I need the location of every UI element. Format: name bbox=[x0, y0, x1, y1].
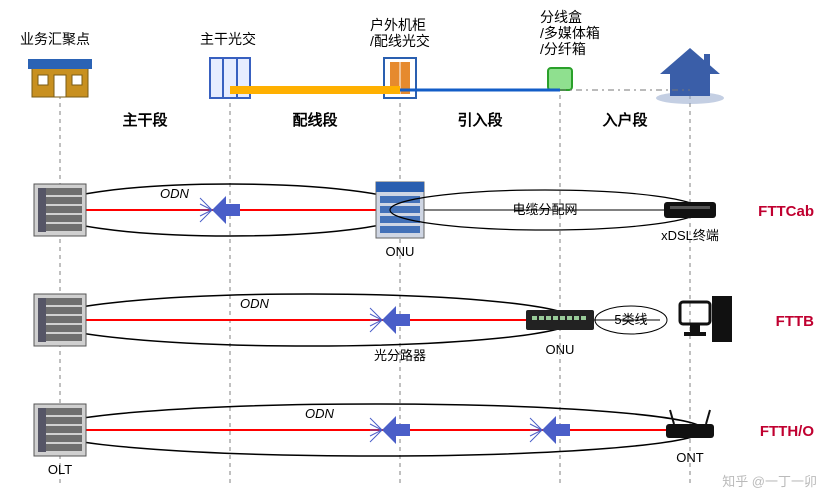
seg-drop-label: 入户段 bbox=[602, 111, 647, 129]
splitter-label: 光分路器 bbox=[374, 348, 426, 363]
splitter-icon bbox=[530, 416, 570, 444]
watermark: 知乎 @一丁一卯 bbox=[722, 474, 817, 489]
splitter-icon bbox=[370, 306, 410, 334]
seg-dist-label: 配线段 bbox=[292, 111, 337, 129]
ont-device bbox=[666, 410, 714, 438]
olt-device bbox=[34, 294, 86, 346]
label-trunk-cross: 主干光交 bbox=[200, 31, 256, 47]
cable-dist-label: 电缆分配网 bbox=[512, 202, 577, 217]
odn-label: ODN bbox=[240, 296, 270, 311]
ont-label: ONT bbox=[676, 450, 704, 465]
distribution-box bbox=[548, 68, 572, 90]
fttx-type-label: FTTCab bbox=[758, 203, 814, 220]
fttx-type-label: FTTH/O bbox=[760, 423, 814, 440]
splitter-icon bbox=[200, 196, 240, 224]
olt-label: OLT bbox=[48, 462, 72, 477]
label-cabinet: 户外机柜 bbox=[370, 17, 426, 33]
odn-label: ODN bbox=[305, 406, 335, 421]
label-cabinet: /配线光交 bbox=[370, 33, 430, 49]
label-dbox: 分线盒 bbox=[540, 9, 582, 25]
olt-device bbox=[34, 184, 86, 236]
label-aggregation: 业务汇聚点 bbox=[20, 31, 90, 47]
onu-cabinet bbox=[376, 182, 424, 238]
label-dbox: /多媒体箱 bbox=[540, 25, 600, 41]
odn-label: ODN bbox=[160, 186, 190, 201]
onu-switch bbox=[526, 310, 594, 330]
fttx-type-label: FTTB bbox=[776, 313, 814, 330]
label-dbox: /分纤箱 bbox=[540, 41, 586, 57]
olt-device bbox=[34, 404, 86, 456]
home-icon bbox=[656, 48, 724, 104]
onu-label: ONU bbox=[386, 244, 415, 259]
pc-icon bbox=[680, 296, 732, 342]
seg-trunk-label: 主干段 bbox=[122, 111, 167, 129]
xdsl-terminal bbox=[664, 202, 716, 218]
onu-label: ONU bbox=[546, 342, 575, 357]
seg-lead-label: 引入段 bbox=[457, 111, 502, 129]
cat5-label: 5类线 bbox=[614, 312, 647, 327]
splitter-icon bbox=[370, 416, 410, 444]
xdsl-label: xDSL终端 bbox=[661, 228, 719, 243]
